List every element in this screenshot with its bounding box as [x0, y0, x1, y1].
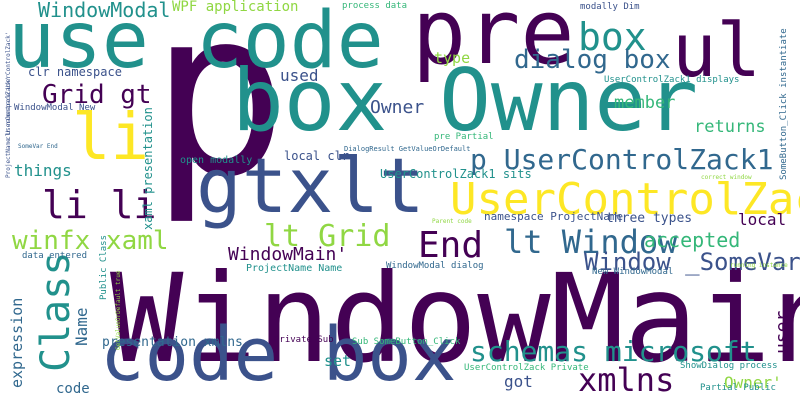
word-name: Name: [72, 307, 91, 346]
word-somevar-end: SomeVar End: [18, 143, 58, 150]
word-partial-public: Partial Public: [700, 383, 776, 393]
word-windowmodal: WindowModal: [38, 0, 171, 22]
word-getvalueordefault-true: GetValueOrDefault true: [115, 270, 122, 350]
word-namespace-projectname: namespace ProjectName: [484, 210, 624, 223]
word-owner: Owner: [370, 97, 425, 118]
word-returns: returns: [694, 117, 766, 137]
word-window-somevar: Window _SomeVar: [584, 248, 800, 276]
word-pre: pre: [412, 0, 575, 85]
word-use-code: use code: [8, 0, 384, 86]
word-pre-partial: pre Partial: [434, 132, 494, 142]
word-windowmain-quote: WindowMain': [228, 244, 348, 265]
word-end: End: [418, 225, 484, 266]
word-grid-gt: Grid gt: [42, 80, 152, 110]
word-things: things: [14, 161, 72, 180]
word-set: set: [324, 352, 352, 370]
word-public-class: Public Class: [99, 234, 109, 300]
word-private-sub: Private Sub: [274, 335, 334, 345]
word-windowmodal-dialog: WindowModal dialog: [386, 261, 484, 271]
word-modally-dim: modally Dim: [580, 2, 640, 12]
word-wpf-application: WPF application: [172, 0, 299, 15]
word-lt-window: lt Window: [504, 223, 678, 261]
word-type: type: [434, 49, 471, 67]
word-parent-code: Parent code: [432, 218, 472, 225]
word-local: local: [738, 210, 787, 229]
word-process-data: process data: [342, 1, 408, 11]
word-clr-namespace: clr namespace: [28, 65, 122, 79]
word-xmlns: xmlns: [578, 361, 675, 399]
word-three-types: three types: [606, 211, 693, 226]
word-p-usercontrolzack1: p UserControlZack1: [470, 143, 774, 176]
word-member: member: [614, 93, 676, 113]
word-box-owner: box Owner: [232, 51, 698, 151]
word-sub-somebutton-click: Sub SomeButton_Click: [352, 337, 461, 347]
word-user: user: [772, 310, 793, 354]
word-data-entered: data entered: [22, 251, 88, 261]
word-li: li: [72, 101, 150, 175]
word-code-box: code box: [100, 312, 457, 398]
word-xaml-presentation: xaml presentation: [141, 107, 155, 230]
word-owner-quote: Owner': [724, 373, 782, 392]
word-accepted: accepted: [644, 228, 741, 252]
word-projectname-name: ProjectName Name: [246, 263, 343, 274]
word-code: code: [56, 381, 90, 397]
word-lt-grid: lt Grid: [264, 219, 391, 254]
word-somebutton-click-instantiate: SomeButton_Click instantiate: [779, 28, 789, 180]
word-local-clr: local clr: [284, 149, 350, 163]
word-winfx-xaml: winfx xaml: [12, 226, 169, 256]
word-usercontrolzack1-sits: UserControlZack1 sits: [380, 167, 532, 181]
word-p: p: [150, 0, 289, 228]
word-dialogresult-getvalueordefault: DialogResult GetValueOrDefault: [344, 145, 471, 153]
word-expression: expression: [8, 297, 26, 388]
word-ul: ul: [672, 8, 762, 94]
word-box: box: [578, 15, 647, 59]
word-projectname-usercontrolzack: ProjectName UserControlZack': [5, 76, 12, 178]
word-usercontrolzack1-displays: UserControlZack1 displays: [604, 75, 740, 85]
word-li-li: li li: [42, 183, 157, 227]
word-got: got: [504, 372, 533, 391]
word-usercontrolzack: UserControlZack: [450, 174, 800, 225]
word-windowmodal-new: WindowModal New: [14, 103, 96, 113]
word-showdialog-process: ShowDialog process: [680, 361, 778, 371]
word-used: used: [280, 66, 319, 85]
word-new-windowmodal: New WindowModal: [592, 267, 674, 277]
word-open-modally: open modally: [180, 155, 253, 166]
word-running-instance: running instance: [730, 262, 788, 269]
word-windowmain: WindowMain: [110, 248, 800, 390]
word-schemas-microsoft: schemas microsoft: [470, 335, 757, 368]
word-presentation-xmlns: presentation xmlns: [102, 335, 243, 350]
word-dialog-box: dialog box: [514, 45, 671, 75]
word-correct-window: correct window: [701, 174, 752, 181]
word-class: Class: [33, 251, 79, 372]
word-gtxlt: gtxlt: [196, 141, 425, 230]
word-usercontrolzack-private: UserControlZack Private: [464, 363, 589, 373]
